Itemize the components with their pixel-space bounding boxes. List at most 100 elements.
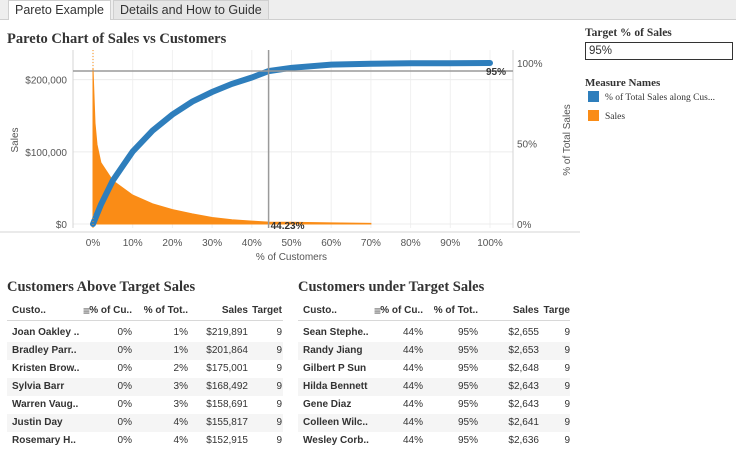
table-row[interactable]: Gilbert P Sun 44% 95% $2,648 9 [298,360,570,378]
table-header-row: Custo.. ≡% of Cu.. % of Tot.. Sales Targe [298,302,570,321]
table-row[interactable]: Randy Jiang 44% 95% $2,653 9 [298,342,570,360]
table-cell: 95% [457,327,478,338]
x-tick-label: 20% [162,238,182,249]
table-cell: 0% [117,345,132,356]
table-cell: $2,636 [508,435,539,446]
legend-swatch-blue [588,91,599,102]
table-row[interactable]: Sean Stephe.. 44% 95% $2,655 9 [298,324,570,342]
table-cell: 9 [564,327,570,338]
table-cell: 95% [457,435,478,446]
table-row[interactable]: Gene Diaz 44% 95% $2,643 9 [298,396,570,414]
table-cell: $175,001 [206,363,248,374]
table-cell: 9 [276,327,282,338]
table-cell: 4% [173,417,188,428]
cumulative-line [90,60,493,227]
table-cell: $2,641 [508,417,539,428]
table-cell: 44% [402,327,423,338]
table-cell: 44% [402,435,423,446]
table-cell: 3% [173,381,188,392]
table-cell: Colleen Wilc.. [303,417,368,428]
table-row[interactable]: Kristen Brow.. 0% 2% $175,001 9 [7,360,283,378]
tab-pareto-example[interactable]: Pareto Example [8,0,111,20]
legend-item-cumulative[interactable]: % of Total Sales along Cus... [588,91,715,105]
table-row[interactable]: Hilda Bennett 44% 95% $2,643 9 [298,378,570,396]
column-header[interactable]: % of Cu.. [89,305,132,316]
y-left-tick-label: $200,000 [25,76,67,87]
table-cell: Hilda Bennett [303,381,368,392]
table-cell: 44% [402,399,423,410]
table-cell: 9 [276,435,282,446]
table-cell: 9 [276,345,282,356]
table-cell: $152,915 [206,435,248,446]
y-left-axis-label: Sales [10,127,21,152]
table-cell: $2,643 [508,381,539,392]
tab-details-guide[interactable]: Details and How to Guide [113,0,269,19]
table-cell: 9 [564,345,570,356]
table-row[interactable]: Sylvia Barr 0% 3% $168,492 9 [7,378,283,396]
table-cell: $2,655 [508,327,539,338]
under-table-title: Customers under Target Sales [298,279,485,295]
table-row[interactable]: Joan Oakley .. 0% 1% $219,891 9 [7,324,283,342]
table-cell: 95% [457,417,478,428]
table-cell: 44% [402,363,423,374]
target-sales-input[interactable]: 95% [585,42,733,60]
x-tick-label: 50% [281,238,301,249]
column-header[interactable]: % of Tot.. [143,305,188,316]
table-cell: $219,891 [206,327,248,338]
pareto-chart[interactable]: 44.23% 95% 0% 10% 20% 30% 40% 50% 60% 70% 80% 90% 10… [0,50,580,270]
table-cell: $2,643 [508,399,539,410]
column-header[interactable]: % of Tot.. [433,305,478,316]
tab-bar: Pareto Example Details and How to Guide [0,0,736,20]
table-cell: 44% [402,417,423,428]
legend-item-sales[interactable]: Sales [588,110,625,124]
above-target-table: Custo.. ≡% of Cu.. % of Tot.. Sales Target Jo… [7,302,283,454]
table-cell: Justin Day [12,417,63,428]
y-left-tick-label: $0 [56,220,68,231]
table-row[interactable]: Rosemary H.. 0% 4% $152,915 9 [7,432,283,450]
column-header[interactable]: % of Cu.. [380,305,423,316]
table-cell: 44% [402,345,423,356]
table-cell: 44% [402,381,423,392]
x-tick-label: 90% [440,238,460,249]
table-cell: 95% [457,345,478,356]
table-cell: 95% [457,381,478,392]
legend-item-label: % of Total Sales along Cus... [605,93,715,103]
column-header[interactable]: Custo.. [12,305,46,316]
table-cell: 0% [117,399,132,410]
table-cell: 9 [276,417,282,428]
x-axis-label: % of Customers [256,252,327,263]
table-row[interactable]: Warren Vaug.. 0% 3% $158,691 9 [7,396,283,414]
x-tick-label: 10% [123,238,143,249]
table-cell: Gene Diaz [303,399,352,410]
column-header[interactable]: Targe [543,305,571,316]
table-cell: $2,653 [508,345,539,356]
table-cell: 9 [564,363,570,374]
column-header[interactable]: Sales [221,305,248,316]
sort-icon[interactable]: ≡ [83,304,91,318]
table-cell: $168,492 [206,381,248,392]
chart-title: Pareto Chart of Sales vs Customers [7,31,227,47]
target-sales-label: Target % of Sales [585,27,672,39]
table-row[interactable]: Colleen Wilc.. 44% 95% $2,641 9 [298,414,570,432]
table-cell: 95% [457,399,478,410]
table-cell: Sylvia Barr [12,381,65,392]
sales-area [92,68,372,225]
table-cell: 9 [564,435,570,446]
y-left-tick-label: $100,000 [25,148,67,159]
table-cell: 1% [173,345,188,356]
table-cell: 0% [117,363,132,374]
under-target-table: Custo.. ≡% of Cu.. % of Tot.. Sales Targe Sea… [298,302,570,454]
ref-x-label: 44.23% [271,221,305,232]
table-row[interactable]: Bradley Parr.. 0% 1% $201,864 9 [7,342,283,360]
x-tick-label: 100% [477,238,503,249]
table-cell: 9 [564,399,570,410]
column-header[interactable]: Target [252,305,282,316]
table-cell: Randy Jiang [303,345,363,356]
column-header[interactable]: Sales [512,305,539,316]
column-header[interactable]: Custo.. [303,305,337,316]
table-row[interactable]: Wesley Corb.. 44% 95% $2,636 9 [298,432,570,450]
y-right-tick-label: 50% [517,140,537,151]
table-cell: 4% [173,435,188,446]
sort-icon[interactable]: ≡ [374,304,382,318]
table-row[interactable]: Justin Day 0% 4% $155,817 9 [7,414,283,432]
